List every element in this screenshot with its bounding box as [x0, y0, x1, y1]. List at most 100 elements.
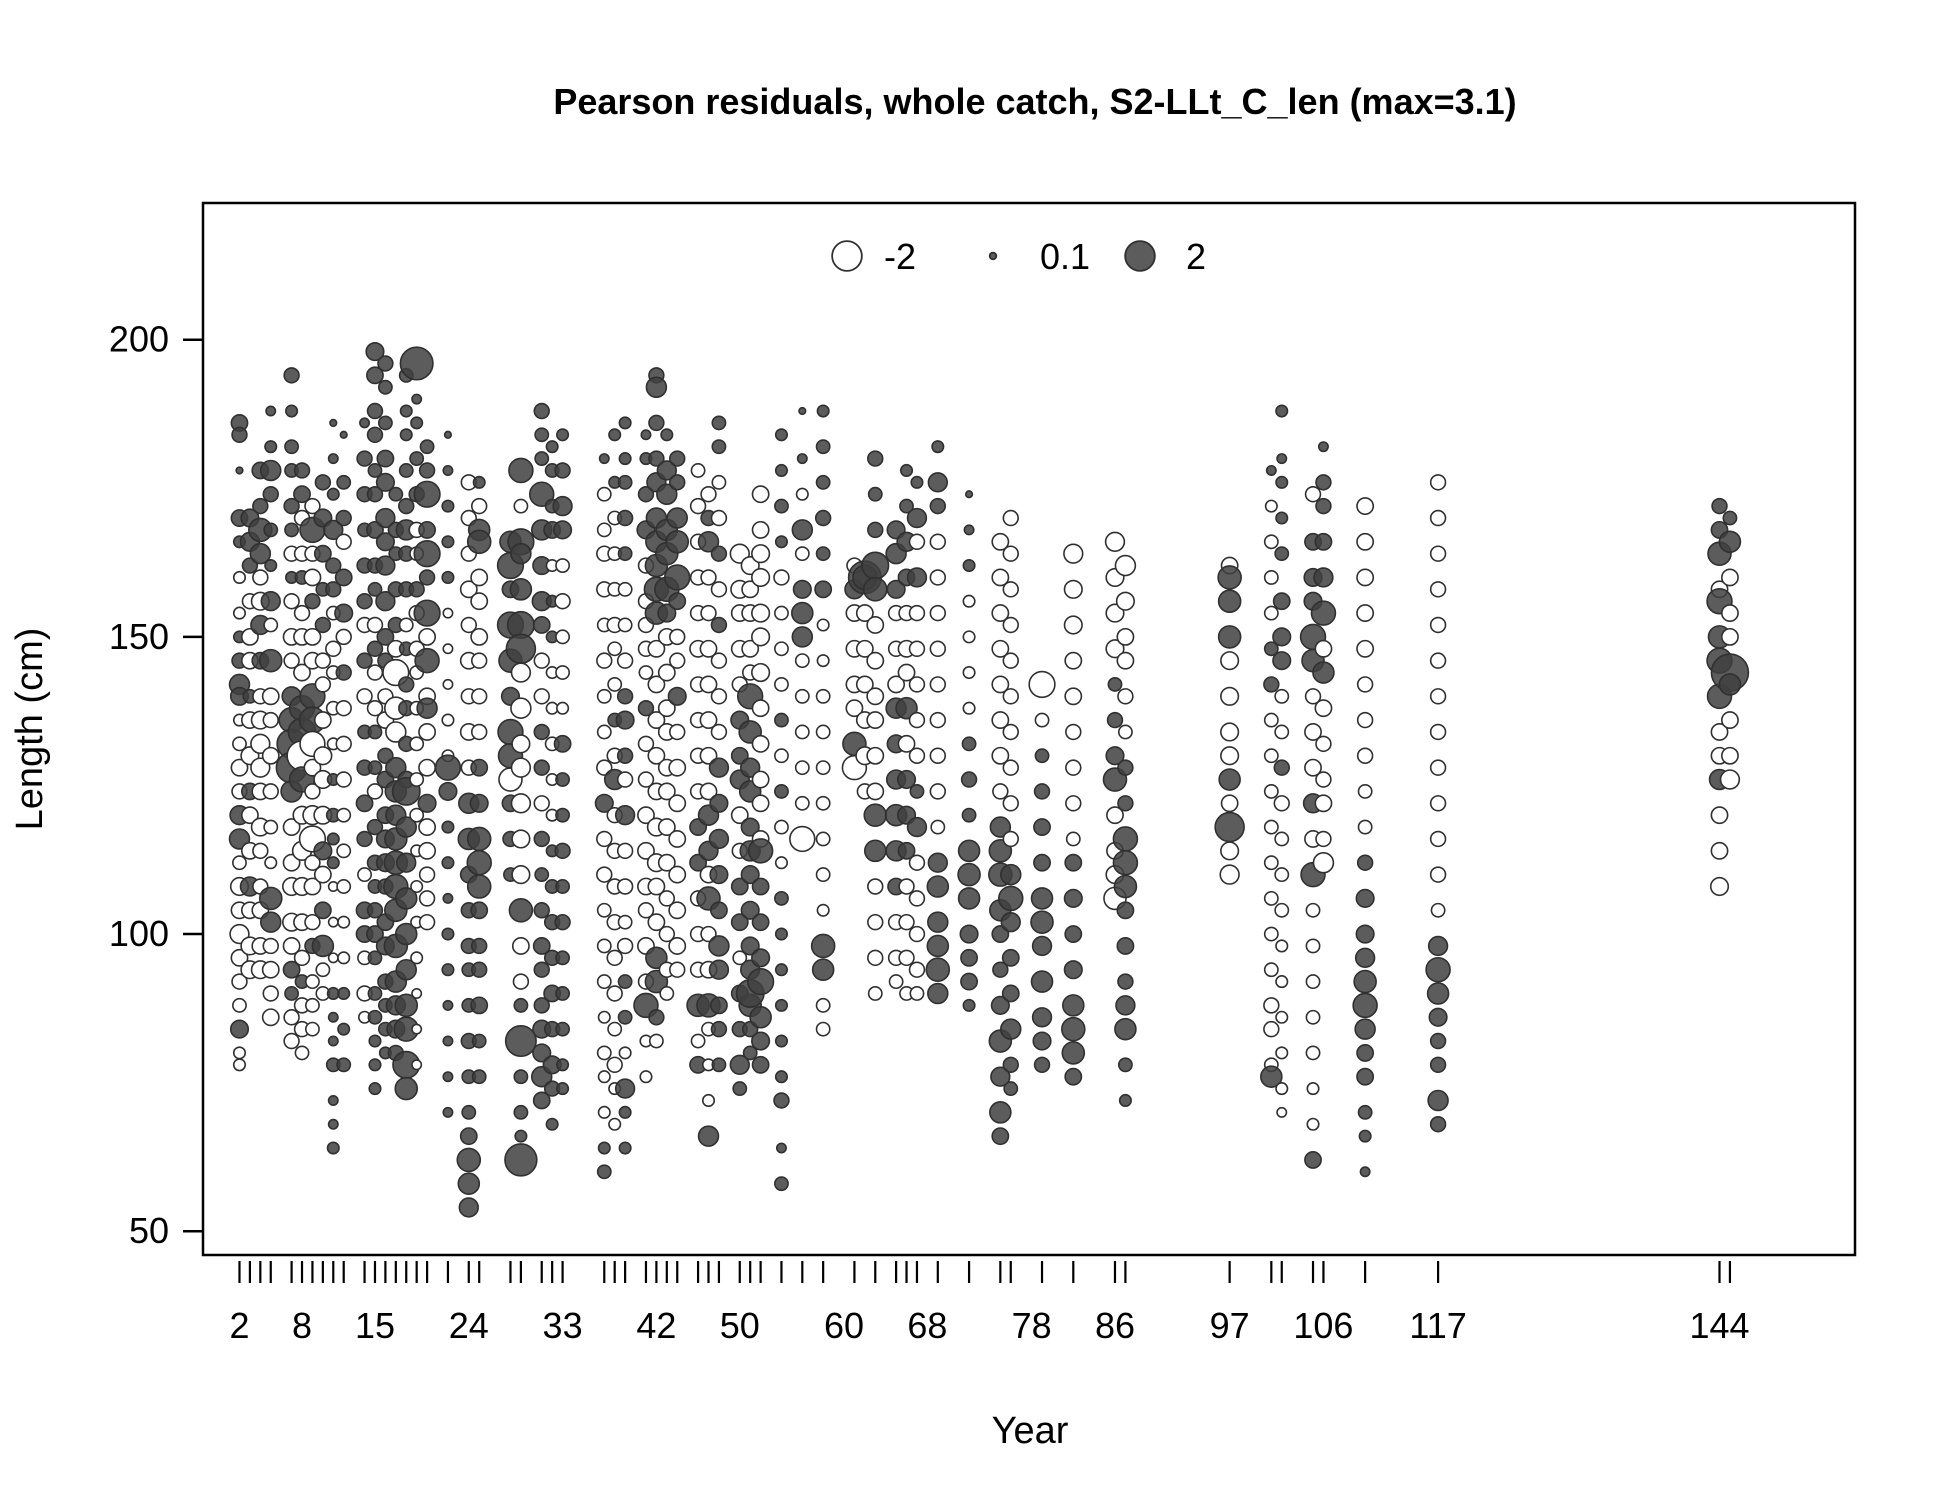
residual-bubble	[989, 1101, 1012, 1124]
residual-bubble	[1429, 652, 1447, 669]
x-tick-label: 68	[907, 1305, 947, 1346]
residual-bubble	[709, 793, 729, 813]
residual-bubble	[927, 911, 949, 933]
residual-bubble	[337, 915, 351, 929]
residual-bubble	[668, 592, 687, 611]
residual-bubble	[699, 711, 718, 730]
residual-bubble	[1353, 969, 1377, 994]
residual-bubble	[533, 997, 550, 1014]
residual-bubble	[323, 519, 344, 541]
residual-bubble	[510, 793, 532, 814]
residual-bubble	[774, 498, 789, 514]
residual-bubble	[1263, 962, 1279, 978]
residual-bubble	[1030, 970, 1054, 993]
residual-bubble	[470, 497, 488, 515]
residual-bubble	[545, 1117, 559, 1131]
residual-bubble	[962, 559, 976, 573]
residual-bubble	[410, 951, 424, 965]
residual-bubble	[293, 949, 311, 967]
y-tick-label: 200	[109, 319, 169, 360]
legend-label: 0.1	[1040, 236, 1090, 277]
residual-bubble	[470, 961, 488, 978]
residual-bubble	[929, 676, 947, 693]
residual-bubble	[1429, 1056, 1447, 1074]
residual-bubble	[314, 676, 332, 693]
residual-bubble	[616, 509, 634, 527]
residual-bubble	[250, 757, 271, 778]
residual-bubble	[367, 581, 383, 597]
residual-bubble	[1305, 974, 1321, 990]
residual-bubble	[791, 601, 814, 625]
residual-bubble	[327, 453, 339, 465]
residual-bubble	[708, 959, 730, 980]
residual-bubble	[413, 599, 441, 627]
residual-bubble	[665, 529, 690, 554]
residual-bubble	[1263, 926, 1279, 942]
residual-bubble	[751, 627, 771, 647]
residual-bubble	[398, 617, 414, 633]
residual-bubble	[356, 652, 373, 669]
residual-bubble	[775, 1142, 787, 1154]
residual-bubble	[314, 616, 332, 634]
residual-bubble	[697, 531, 720, 553]
legend: -2 0.1 2	[831, 236, 1206, 277]
residual-bubble	[815, 439, 831, 455]
x-tick-label: 78	[1012, 1305, 1052, 1346]
residual-bubble	[962, 701, 976, 715]
residual-bubble	[1710, 723, 1729, 741]
residual-bubble	[774, 998, 789, 1012]
residual-bubble	[1063, 615, 1083, 635]
residual-bubble	[470, 758, 489, 777]
residual-bubble	[596, 724, 612, 740]
residual-bubble	[1429, 688, 1447, 705]
residual-bubble	[533, 652, 550, 669]
residual-bubble	[282, 937, 301, 955]
residual-bubble	[366, 699, 384, 717]
x-tick-label: 86	[1095, 1305, 1135, 1346]
residual-bubble	[867, 521, 884, 539]
residual-bubble	[999, 1018, 1022, 1040]
residual-bubble	[460, 616, 478, 634]
residual-bubble	[1265, 464, 1277, 476]
residual-bubble	[466, 874, 492, 899]
residual-bubble	[409, 451, 425, 467]
residual-bubble	[664, 564, 691, 591]
residual-bubble	[232, 606, 247, 620]
residual-bubble	[910, 475, 924, 489]
x-tick-label: 33	[543, 1305, 583, 1346]
residual-bubble	[396, 852, 417, 873]
residual-bubble	[1352, 992, 1378, 1019]
residual-bubble	[816, 404, 830, 418]
residual-bubble	[231, 973, 248, 990]
residual-bubble	[325, 557, 342, 574]
residual-bubble	[470, 688, 488, 705]
residual-bubble	[711, 474, 727, 490]
residual-bubble	[357, 867, 372, 883]
residual-bubble	[367, 760, 383, 776]
residual-bubble	[505, 633, 537, 665]
residual-bubble	[553, 734, 572, 753]
residual-bubble	[618, 1105, 632, 1119]
residual-bubble	[470, 996, 489, 1015]
residual-bubble	[648, 1033, 664, 1049]
residual-bubble	[314, 474, 332, 491]
residual-bubble	[774, 963, 789, 977]
residual-bubble	[732, 1081, 748, 1097]
residual-bubble	[637, 902, 655, 919]
residual-bubble	[617, 581, 633, 597]
residual-bubble	[325, 640, 342, 657]
residual-bubble	[260, 591, 281, 612]
residual-bubble	[656, 460, 678, 481]
residual-bubble	[751, 567, 771, 588]
residual-bubble	[908, 676, 926, 693]
residual-bubble	[887, 675, 906, 694]
residual-bubble	[795, 487, 809, 501]
residual-bubble	[1314, 639, 1333, 658]
residual-bubble	[334, 603, 354, 623]
residual-bubble	[957, 839, 981, 863]
residual-bubble	[815, 997, 831, 1013]
residual-bubble	[909, 783, 925, 799]
residual-bubble	[409, 772, 425, 787]
residual-bubble	[740, 555, 760, 576]
x-tick-label: 106	[1293, 1305, 1353, 1346]
